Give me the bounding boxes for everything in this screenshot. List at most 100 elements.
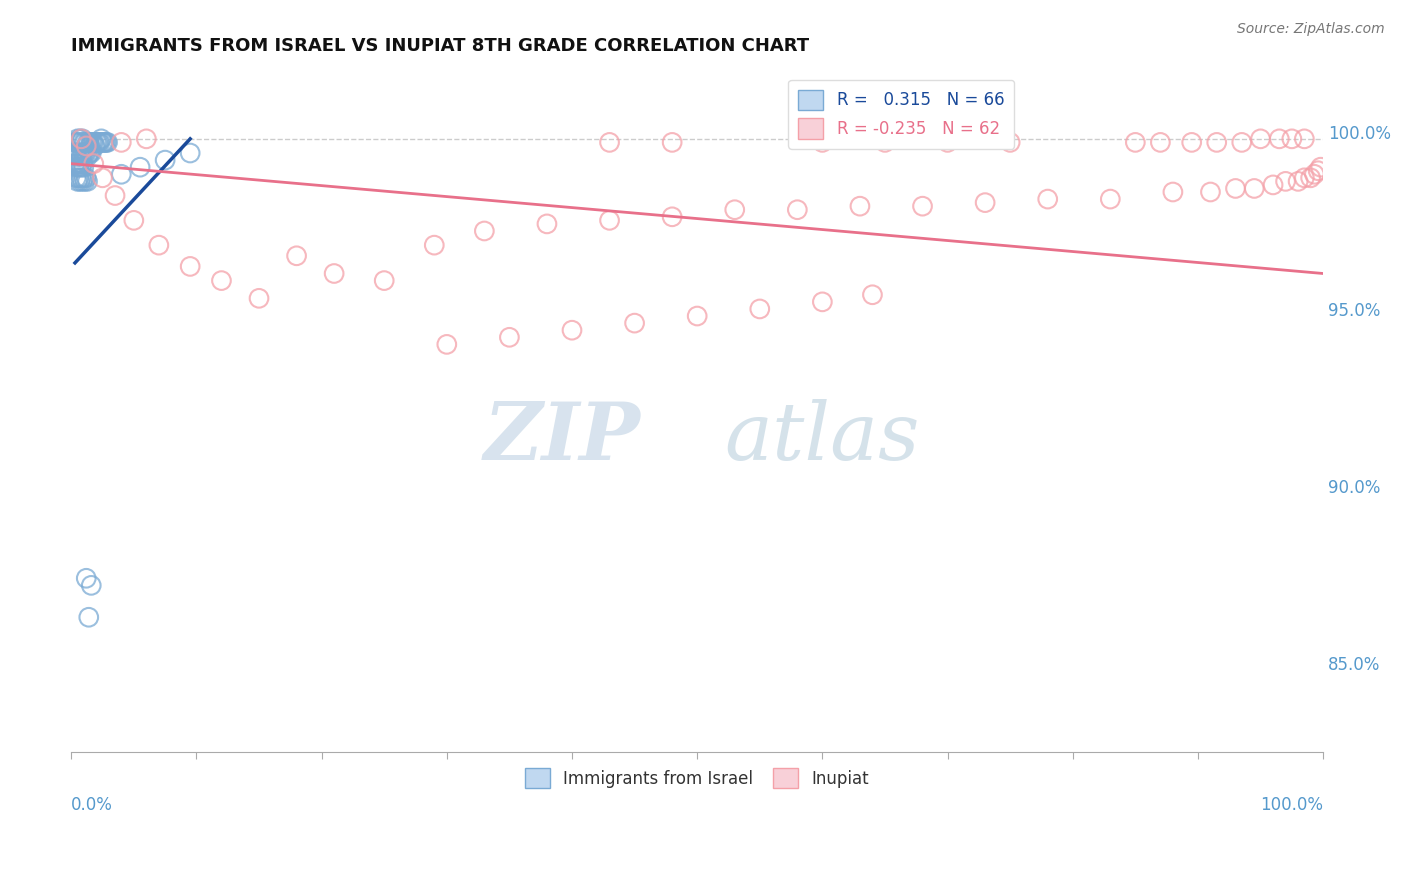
Point bbox=[72, 146, 94, 161]
Point bbox=[94, 136, 117, 150]
Point bbox=[1225, 181, 1247, 195]
Point bbox=[75, 170, 97, 185]
Point bbox=[911, 199, 934, 213]
Point bbox=[72, 156, 94, 170]
Point bbox=[83, 136, 105, 150]
Point bbox=[82, 136, 104, 150]
Point bbox=[86, 136, 108, 150]
Point bbox=[93, 136, 115, 150]
Point bbox=[73, 160, 96, 174]
Point bbox=[69, 174, 91, 188]
Point bbox=[96, 136, 118, 150]
Point bbox=[849, 199, 872, 213]
Point bbox=[498, 330, 520, 344]
Point bbox=[91, 136, 114, 150]
Point bbox=[373, 274, 395, 288]
Point bbox=[1286, 174, 1309, 188]
Point bbox=[73, 136, 96, 150]
Point bbox=[1205, 136, 1227, 150]
Point bbox=[76, 150, 98, 164]
Point bbox=[1299, 170, 1322, 185]
Point bbox=[1230, 136, 1253, 150]
Point bbox=[69, 146, 91, 161]
Point bbox=[79, 139, 101, 153]
Point bbox=[70, 170, 93, 185]
Point bbox=[1268, 132, 1291, 146]
Point bbox=[1181, 136, 1204, 150]
Point bbox=[1149, 136, 1171, 150]
Legend: Immigrants from Israel, Inupiat: Immigrants from Israel, Inupiat bbox=[519, 761, 876, 795]
Point bbox=[66, 132, 89, 146]
Point bbox=[1250, 132, 1272, 146]
Point bbox=[1161, 185, 1184, 199]
Point bbox=[65, 136, 87, 150]
Point bbox=[1261, 178, 1284, 192]
Point bbox=[1294, 170, 1316, 185]
Text: IMMIGRANTS FROM ISRAEL VS INUPIAT 8TH GRADE CORRELATION CHART: IMMIGRANTS FROM ISRAEL VS INUPIAT 8TH GR… bbox=[72, 37, 810, 55]
Point bbox=[998, 136, 1021, 150]
Point bbox=[974, 195, 997, 210]
Point bbox=[67, 136, 90, 150]
Point bbox=[84, 136, 107, 150]
Point bbox=[285, 249, 308, 263]
Point bbox=[599, 136, 621, 150]
Point bbox=[1281, 132, 1303, 146]
Point bbox=[80, 146, 103, 161]
Point bbox=[536, 217, 558, 231]
Point bbox=[80, 136, 103, 150]
Point bbox=[661, 210, 683, 224]
Point bbox=[77, 610, 100, 624]
Point bbox=[66, 156, 89, 170]
Point bbox=[1303, 167, 1326, 181]
Point bbox=[786, 202, 808, 217]
Point bbox=[323, 267, 346, 281]
Point bbox=[63, 156, 86, 170]
Point bbox=[70, 150, 93, 164]
Point bbox=[1199, 185, 1222, 199]
Point bbox=[661, 136, 683, 150]
Point bbox=[75, 571, 97, 585]
Point bbox=[87, 136, 110, 150]
Point bbox=[90, 132, 112, 146]
Point bbox=[724, 202, 747, 217]
Point bbox=[247, 291, 270, 305]
Point bbox=[69, 132, 91, 146]
Point bbox=[110, 136, 132, 150]
Point bbox=[148, 238, 170, 252]
Text: Source: ZipAtlas.com: Source: ZipAtlas.com bbox=[1237, 22, 1385, 37]
Point bbox=[1125, 136, 1147, 150]
Point bbox=[1309, 160, 1331, 174]
Point bbox=[561, 323, 583, 337]
Text: ZIP: ZIP bbox=[484, 399, 641, 476]
Point bbox=[75, 139, 97, 153]
Point bbox=[1274, 174, 1296, 188]
Point bbox=[63, 136, 86, 150]
Point bbox=[1099, 192, 1122, 206]
Text: atlas: atlas bbox=[724, 399, 920, 476]
Point bbox=[104, 188, 127, 202]
Point bbox=[748, 301, 770, 316]
Point bbox=[75, 146, 97, 161]
Point bbox=[73, 146, 96, 161]
Point bbox=[73, 136, 96, 150]
Point bbox=[1294, 132, 1316, 146]
Point bbox=[70, 132, 93, 146]
Point bbox=[65, 160, 87, 174]
Point bbox=[73, 174, 96, 188]
Point bbox=[77, 146, 100, 161]
Point bbox=[129, 160, 152, 174]
Point bbox=[83, 156, 105, 170]
Point bbox=[96, 136, 118, 150]
Point bbox=[472, 224, 495, 238]
Point bbox=[72, 174, 94, 188]
Point bbox=[1243, 181, 1265, 195]
Point bbox=[76, 174, 98, 188]
Point bbox=[179, 146, 201, 161]
Point bbox=[436, 337, 458, 351]
Point bbox=[122, 213, 145, 227]
Point bbox=[65, 170, 87, 185]
Point bbox=[423, 238, 446, 252]
Point bbox=[1036, 192, 1059, 206]
Point bbox=[89, 136, 111, 150]
Point bbox=[80, 578, 103, 592]
